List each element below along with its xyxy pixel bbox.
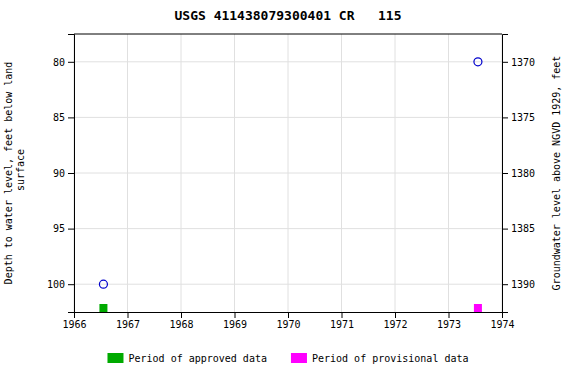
tick-label: 1972 — [383, 319, 407, 330]
tick: 90 — [53, 168, 74, 179]
tick: 1390 — [502, 279, 535, 290]
tick: 1970 — [276, 312, 300, 330]
tick-label: 1385 — [511, 223, 535, 234]
tick: 1973 — [437, 312, 461, 330]
tick: 85 — [53, 112, 74, 123]
tick-label: 80 — [53, 57, 65, 68]
tick-mark — [502, 62, 508, 63]
y-axis: 80 85 90 95 100 — [47, 35, 75, 313]
label-line: surface — [15, 149, 26, 197]
marks — [99, 58, 482, 312]
grid-line — [74, 117, 502, 118]
tick-label: 1380 — [511, 168, 535, 179]
tick-label: 1974 — [490, 319, 514, 330]
tick-label: 1971 — [330, 319, 354, 330]
grid — [74, 34, 502, 312]
tick-mark — [68, 284, 74, 285]
tick-mark — [68, 173, 74, 174]
tick: 1380 — [502, 168, 535, 179]
legend-item: Period of provisional data — [291, 353, 469, 364]
tick-label: 1969 — [223, 319, 247, 330]
tick-label: 90 — [53, 168, 65, 179]
tick: 1375 — [502, 112, 535, 123]
axis-line — [75, 313, 503, 319]
tick-mark — [502, 173, 508, 174]
tick-label: 1966 — [62, 319, 86, 330]
tick: 1966 — [62, 312, 86, 330]
legend-item: Period of approved data — [107, 353, 266, 364]
tick-mark — [288, 312, 289, 318]
legend-label: Period of provisional data — [312, 353, 469, 364]
tick-mark — [128, 312, 129, 318]
tick: 1370 — [502, 57, 535, 68]
grid-line — [74, 61, 502, 62]
tick: 1967 — [116, 312, 140, 330]
plot: 1966 1967 1968 1969 1970 1971 1972 1973 1974 80 85… — [3, 34, 562, 330]
tick: 1972 — [383, 312, 407, 330]
tick-mark — [502, 117, 508, 118]
tick-label: 1370 — [511, 57, 535, 68]
tick-label: 1973 — [437, 319, 461, 330]
tick-label: 1968 — [169, 319, 193, 330]
axis-line — [68, 35, 75, 313]
period-marker — [99, 304, 107, 312]
tick: 1969 — [223, 312, 247, 330]
tick: 1385 — [502, 223, 535, 234]
tick-label: 1375 — [511, 112, 535, 123]
tick-label: 100 — [47, 279, 65, 290]
tick-mark — [502, 284, 508, 285]
legend-swatch — [291, 353, 307, 363]
tick-label: 95 — [53, 223, 65, 234]
x-axis: 1966 1967 1968 1969 1970 1971 1972 1973 1974 — [62, 312, 514, 330]
frame-line — [74, 34, 502, 35]
axis-line — [503, 35, 509, 313]
tick-mark — [342, 312, 343, 318]
y2-axis: 1390 1385 1380 1375 1370 — [502, 35, 535, 313]
y2-axis-label: Groundwater level above NGVD 1929, feet — [551, 56, 562, 291]
tick-mark — [68, 117, 74, 118]
grid-line — [74, 228, 502, 229]
period-marker — [474, 304, 482, 312]
grid-line — [74, 173, 502, 174]
title: USGS 411438079300401 CR 115 — [175, 8, 402, 23]
tick: 95 — [53, 223, 74, 234]
tick-label: 85 — [53, 112, 65, 123]
tick: 100 — [47, 279, 74, 290]
tick: 1968 — [169, 312, 193, 330]
tick-label: 1970 — [276, 319, 300, 330]
tick-mark — [395, 312, 396, 318]
point — [99, 280, 107, 288]
tick: 1974 — [490, 312, 514, 330]
tick: 80 — [53, 57, 74, 68]
tick-mark — [502, 229, 508, 230]
tick-label: 1390 — [511, 279, 535, 290]
legend-label: Period of approved data — [128, 353, 266, 364]
point — [474, 58, 482, 66]
grid-line — [74, 284, 502, 285]
tick: 1971 — [330, 312, 354, 330]
chart: 1966 1967 1968 1969 1970 1971 1972 1973 1974 80 85… — [0, 0, 576, 384]
tick-mark — [68, 229, 74, 230]
legend-swatch — [107, 353, 123, 363]
tick-mark — [235, 312, 236, 318]
tick-mark — [449, 312, 450, 318]
legend: Period of approved data Period of provisi… — [107, 353, 468, 364]
y-axis-label: Depth to water level, feet below land su… — [3, 62, 26, 285]
tick-label: 1967 — [116, 319, 140, 330]
tick-mark — [181, 312, 182, 318]
label-line: Depth to water level, feet below land — [3, 62, 14, 285]
tick-mark — [68, 62, 74, 63]
